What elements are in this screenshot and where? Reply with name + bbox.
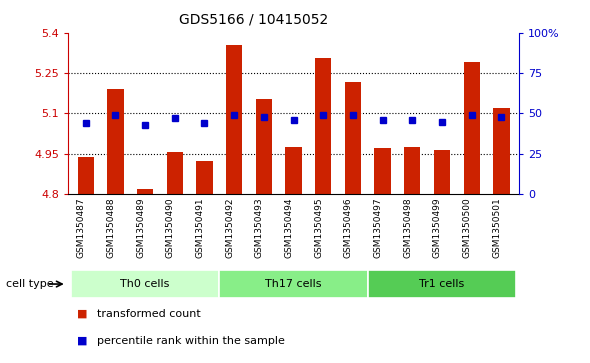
Bar (286, 147, 301, 194)
Bar (219, 270, 368, 298)
Bar (375, 148, 391, 194)
Text: GSM1350491: GSM1350491 (195, 197, 205, 258)
Bar (107, 89, 123, 194)
Text: GSM1350490: GSM1350490 (166, 197, 175, 258)
Bar (315, 58, 332, 194)
Bar (404, 147, 421, 194)
Bar (345, 82, 361, 194)
Text: Tr1 cells: Tr1 cells (419, 279, 464, 289)
Text: GSM1350500: GSM1350500 (463, 197, 471, 258)
Bar (255, 99, 272, 194)
Text: percentile rank within the sample: percentile rank within the sample (97, 336, 285, 346)
Text: transformed count: transformed count (97, 309, 201, 319)
Bar (493, 108, 510, 194)
Text: GDS5166 / 10415052: GDS5166 / 10415052 (179, 13, 328, 27)
Bar (71, 270, 219, 298)
Bar (368, 270, 516, 298)
Text: GSM1350495: GSM1350495 (314, 197, 323, 258)
Text: Th17 cells: Th17 cells (266, 279, 322, 289)
Text: GSM1350499: GSM1350499 (433, 197, 442, 258)
Text: GSM1350489: GSM1350489 (136, 197, 145, 258)
Bar (166, 152, 183, 194)
Bar (464, 62, 480, 194)
Text: GSM1350493: GSM1350493 (255, 197, 264, 258)
Text: ■: ■ (77, 336, 87, 346)
Text: Th0 cells: Th0 cells (120, 279, 170, 289)
Text: ■: ■ (77, 309, 87, 319)
Text: GSM1350496: GSM1350496 (344, 197, 353, 258)
Text: GSM1350494: GSM1350494 (284, 197, 294, 258)
Text: GSM1350487: GSM1350487 (77, 197, 86, 258)
Bar (196, 160, 212, 194)
Text: GSM1350488: GSM1350488 (106, 197, 116, 258)
Text: GSM1350492: GSM1350492 (225, 197, 234, 258)
Text: GSM1350498: GSM1350498 (404, 197, 412, 258)
Text: GSM1350497: GSM1350497 (373, 197, 382, 258)
Bar (77, 156, 94, 194)
Text: GSM1350501: GSM1350501 (493, 197, 502, 258)
Text: cell type: cell type (6, 279, 54, 289)
Bar (434, 150, 450, 194)
Bar (137, 189, 153, 194)
Bar (226, 45, 242, 194)
